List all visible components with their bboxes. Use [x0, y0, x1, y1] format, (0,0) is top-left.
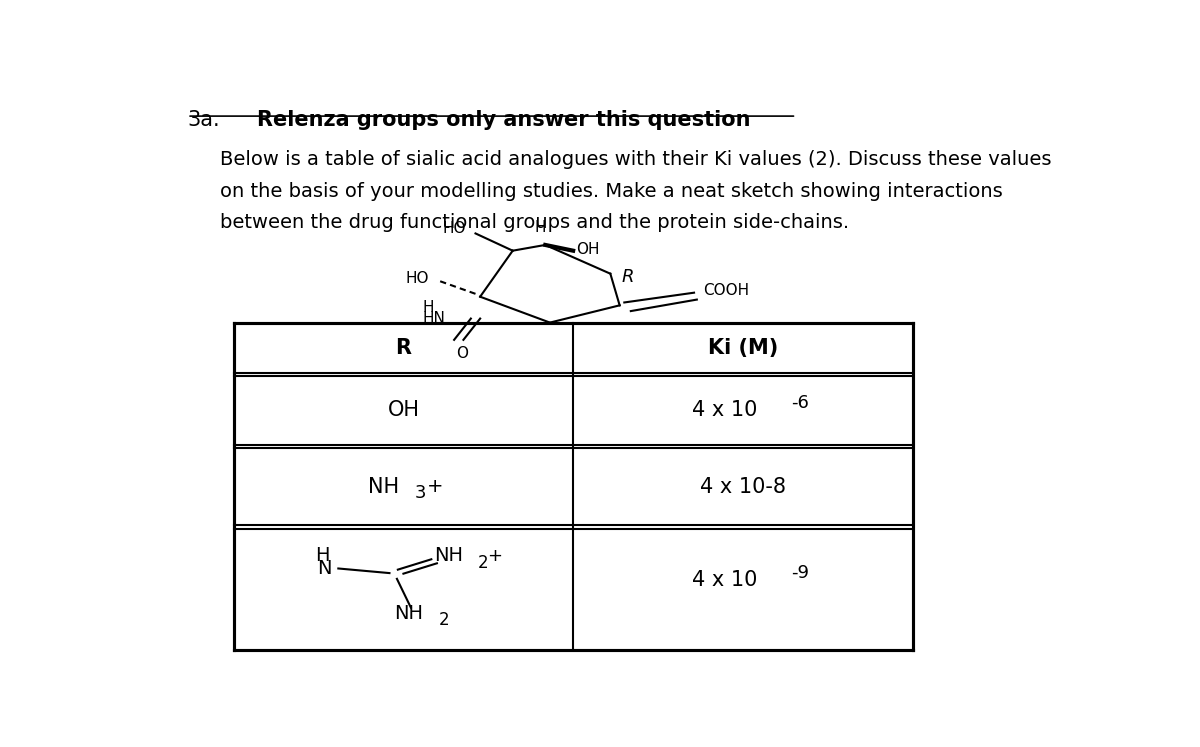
Text: NH: NH: [394, 604, 424, 623]
Text: R: R: [622, 267, 634, 285]
Text: +: +: [427, 477, 443, 496]
Text: O: O: [456, 346, 468, 361]
Text: H: H: [316, 546, 330, 565]
Text: -6: -6: [791, 394, 809, 412]
Text: OH: OH: [576, 242, 600, 257]
Text: Below is a table of sialic acid analogues with their Ki values (2). Discuss thes: Below is a table of sialic acid analogue…: [220, 150, 1051, 169]
Text: 2: 2: [439, 611, 449, 629]
Text: between the drug functional groups and the protein side-chains.: between the drug functional groups and t…: [220, 214, 848, 232]
Text: NH: NH: [368, 477, 400, 497]
Text: +: +: [487, 547, 502, 565]
Text: on the basis of your modelling studies. Make a neat sketch showing interactions: on the basis of your modelling studies. …: [220, 182, 1002, 201]
Text: COOH: COOH: [703, 283, 750, 299]
Text: 2: 2: [478, 554, 488, 571]
Text: 4 x 10-8: 4 x 10-8: [700, 477, 786, 497]
Text: 3: 3: [414, 484, 426, 503]
Text: H: H: [535, 220, 546, 235]
Text: -9: -9: [791, 563, 809, 581]
Text: OH: OH: [388, 400, 420, 421]
Text: NH: NH: [434, 546, 463, 565]
Text: 4 x 10: 4 x 10: [691, 570, 757, 590]
Text: R: R: [396, 338, 412, 359]
Text: 4 x 10: 4 x 10: [691, 400, 757, 421]
Text: N: N: [317, 559, 331, 578]
Text: H: H: [422, 300, 434, 314]
Text: HN: HN: [422, 311, 445, 326]
Text: 3a.: 3a.: [187, 110, 220, 130]
Text: HO: HO: [406, 271, 430, 286]
Text: Ki (M): Ki (M): [708, 338, 778, 359]
Text: HO: HO: [443, 221, 467, 236]
Text: Relenza groups only answer this question: Relenza groups only answer this question: [257, 110, 750, 130]
